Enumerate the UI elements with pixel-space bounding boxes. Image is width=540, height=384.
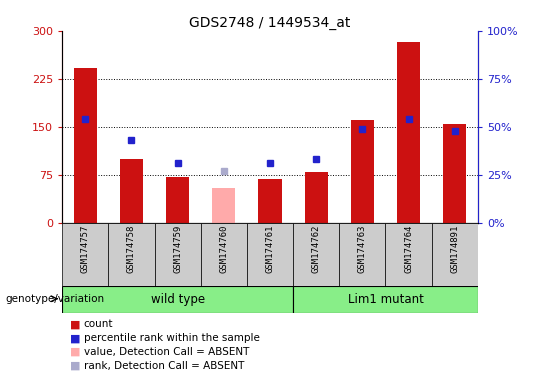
Bar — [247, 223, 293, 286]
Bar — [259, 179, 281, 223]
Text: count: count — [84, 319, 113, 329]
Bar — [201, 223, 247, 286]
Text: value, Detection Call = ABSENT: value, Detection Call = ABSENT — [84, 347, 249, 357]
Text: ■: ■ — [70, 319, 80, 329]
Bar — [339, 223, 386, 286]
Bar — [166, 177, 189, 223]
Text: ■: ■ — [70, 333, 80, 343]
Bar — [293, 223, 339, 286]
Bar — [397, 42, 420, 223]
Text: genotype/variation: genotype/variation — [5, 294, 105, 304]
Bar — [431, 223, 478, 286]
Bar — [386, 223, 431, 286]
Text: GSM174891: GSM174891 — [450, 225, 460, 273]
Bar — [62, 223, 109, 286]
Bar — [120, 159, 143, 223]
Text: GSM174762: GSM174762 — [312, 225, 321, 273]
Text: ■: ■ — [70, 361, 80, 371]
Text: ■: ■ — [70, 347, 80, 357]
Bar — [443, 124, 467, 223]
Bar — [305, 172, 328, 223]
Bar — [109, 223, 154, 286]
Text: GSM174759: GSM174759 — [173, 225, 182, 273]
Bar — [293, 286, 478, 313]
Bar — [351, 120, 374, 223]
Text: GSM174760: GSM174760 — [219, 225, 228, 273]
Text: GSM174763: GSM174763 — [358, 225, 367, 273]
Bar — [73, 68, 97, 223]
Title: GDS2748 / 1449534_at: GDS2748 / 1449534_at — [190, 16, 350, 30]
Text: rank, Detection Call = ABSENT: rank, Detection Call = ABSENT — [84, 361, 244, 371]
Bar — [154, 223, 201, 286]
Bar — [212, 187, 235, 223]
Text: GSM174764: GSM174764 — [404, 225, 413, 273]
Bar — [62, 286, 293, 313]
Text: Lim1 mutant: Lim1 mutant — [348, 293, 423, 306]
Text: wild type: wild type — [151, 293, 205, 306]
Text: GSM174757: GSM174757 — [80, 225, 90, 273]
Text: percentile rank within the sample: percentile rank within the sample — [84, 333, 260, 343]
Text: GSM174761: GSM174761 — [266, 225, 274, 273]
Text: GSM174758: GSM174758 — [127, 225, 136, 273]
